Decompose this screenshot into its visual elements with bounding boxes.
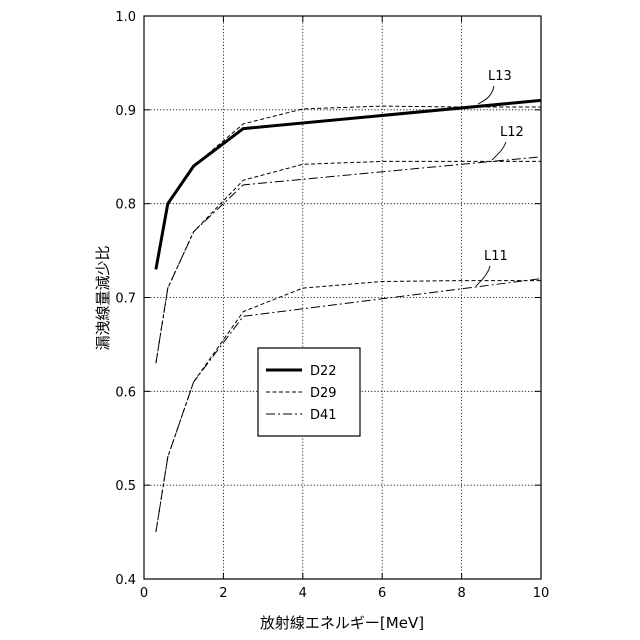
callout-leader-l13: [477, 85, 495, 105]
series-lines: [154, 98, 542, 533]
series-l11-d29: [155, 280, 541, 533]
y-axis-label: 漏洩線量減少比: [94, 245, 112, 350]
callout-label-l12: L12: [500, 125, 524, 140]
y-tick-label-5: 0.9: [115, 104, 136, 119]
series-l13-d29: [155, 105, 541, 270]
series-l13-d22: [154, 98, 542, 270]
x-tick-label-0: 0: [140, 586, 148, 601]
callout-label-l11: L11: [484, 249, 508, 264]
x-tick-label-5: 10: [533, 586, 550, 601]
legend: D22 D29 D41: [257, 347, 361, 437]
callout-label-l13: L13: [488, 69, 512, 84]
callout-leader-l12: [491, 141, 507, 161]
legend-label-d22: D22: [310, 364, 337, 379]
series-l11-d41: [155, 278, 542, 533]
y-tick-label-1: 0.5: [115, 479, 136, 494]
y-tick-label-4: 0.8: [115, 198, 136, 213]
x-axis-label: 放射線エネルギー[MeV]: [260, 614, 424, 632]
x-tick-label-1: 2: [219, 586, 227, 601]
grid: [144, 16, 541, 579]
y-tick-label-3: 0.7: [115, 292, 136, 307]
y-tick-label-6: 1.0: [115, 10, 136, 25]
x-tick-label-2: 4: [299, 586, 307, 601]
x-ticks: 0 2 4 6 8 10: [140, 16, 549, 601]
y-tick-label-0: 0.4: [115, 573, 136, 588]
y-ticks: 0.4 0.5 0.6 0.7 0.8 0.9 1.0: [115, 10, 541, 588]
legend-label-d41: D41: [310, 408, 337, 423]
callouts: L13 L12 L11: [475, 69, 524, 287]
callout-leader-l11: [475, 265, 491, 287]
x-tick-label-3: 6: [378, 586, 386, 601]
legend-label-d29: D29: [310, 386, 337, 401]
series-l12-d41: [155, 156, 542, 364]
y-tick-label-2: 0.6: [115, 385, 136, 400]
x-tick-label-4: 8: [457, 586, 465, 601]
